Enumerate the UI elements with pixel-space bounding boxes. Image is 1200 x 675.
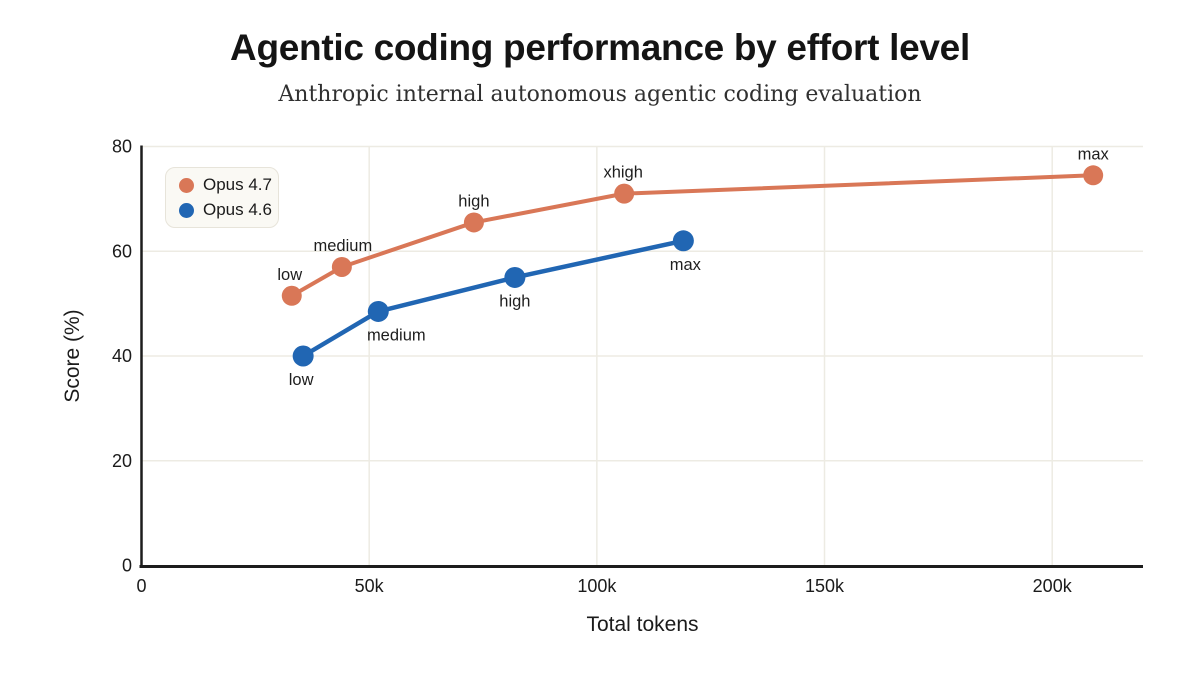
data-point-opus-4-7-high (463, 212, 484, 233)
legend-item-opus-4-7: Opus 4.7 (179, 175, 278, 195)
point-label-opus-4-7-medium: medium (314, 237, 373, 255)
point-label-opus-4-7-low: low (277, 266, 302, 284)
legend-swatch-opus-4-6-icon (179, 202, 194, 218)
series-line-opus-4-6 (300, 238, 686, 359)
y-tick-label-40: 40 (112, 346, 132, 366)
legend: Opus 4.7 Opus 4.6 (165, 167, 279, 228)
point-label-opus-4-7-high: high (458, 192, 489, 210)
legend-swatch-opus-4-7-icon (179, 177, 194, 193)
data-point-opus-4-7-max (1083, 165, 1104, 186)
data-point-opus-4-6-high (504, 266, 526, 288)
y-tick-label-20: 20 (112, 451, 132, 471)
data-point-opus-4-6-low (292, 345, 314, 367)
data-point-opus-4-7-low (281, 285, 302, 306)
x-tick-label-50k: 50k (355, 576, 385, 596)
data-point-opus-4-6-medium (367, 300, 389, 322)
x-tick-label-150k: 150k (805, 576, 845, 596)
x-tick-label-0: 0 (136, 576, 146, 596)
data-point-opus-4-6-max (672, 230, 694, 252)
point-label-opus-4-7-max: max (1078, 145, 1110, 163)
point-label-opus-4-7-xhigh: xhigh (603, 164, 642, 182)
legend-item-opus-4-6: Opus 4.6 (179, 200, 278, 220)
data-point-opus-4-7-xhigh (614, 183, 635, 204)
legend-label-opus-4-6: Opus 4.6 (203, 200, 272, 219)
y-tick-label-80: 80 (112, 137, 132, 157)
series-line-opus-4-7 (289, 173, 1096, 298)
data-point-opus-4-7-medium (331, 256, 352, 277)
y-tick-label-60: 60 (112, 241, 132, 261)
x-tick-label-100k: 100k (577, 576, 617, 596)
y-tick-label-0: 0 (122, 556, 132, 576)
chart-subtitle: Anthropic internal autonomous agentic co… (278, 82, 922, 107)
x-axis-title: Total tokens (586, 613, 699, 636)
point-label-opus-4-6-low: low (289, 371, 314, 389)
point-label-opus-4-6-medium: medium (367, 326, 426, 344)
legend-label-opus-4-7: Opus 4.7 (203, 175, 272, 194)
y-axis-title: Score (%) (61, 309, 84, 403)
point-label-opus-4-6-max: max (670, 256, 702, 274)
chart-title: Agentic coding performance by effort lev… (230, 27, 970, 68)
point-label-opus-4-6-high: high (499, 292, 530, 310)
x-tick-label-200k: 200k (1033, 576, 1073, 596)
